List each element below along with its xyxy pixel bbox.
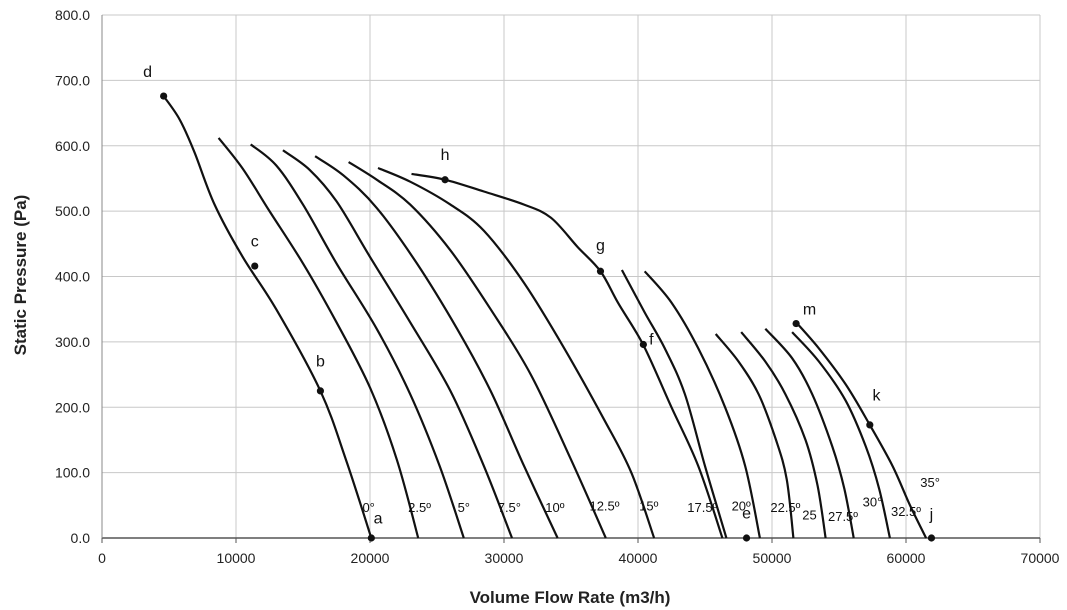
series-line (314, 155, 559, 539)
curve-label: 27.5º (828, 509, 858, 524)
marked-point (866, 421, 874, 429)
marked-point (316, 387, 325, 395)
x-axis-title: Volume Flow Rate (m3/h) (470, 588, 671, 607)
y-tick-label: 300.0 (55, 334, 90, 350)
x-tick-label: 60000 (887, 550, 926, 566)
marked-point (596, 267, 605, 275)
x-tick-label: 70000 (1021, 550, 1060, 566)
x-tick-label: 10000 (217, 550, 256, 566)
point-label: j (929, 507, 934, 524)
y-tick-label: 400.0 (55, 269, 90, 285)
x-tick-label: 30000 (485, 550, 524, 566)
point-label: h (441, 147, 450, 164)
curve-label: 10º (545, 500, 564, 515)
point-label: k (873, 388, 882, 405)
point-label: e (742, 505, 751, 522)
series-line (791, 331, 891, 539)
curve-label: 32.5º (891, 504, 921, 519)
series-line (714, 333, 795, 539)
series-line (282, 149, 514, 539)
x-tick-label: 0 (98, 550, 106, 566)
x-tick-label: 50000 (753, 550, 792, 566)
series-line (643, 270, 761, 539)
marked-point (792, 319, 800, 328)
series-line (411, 172, 724, 539)
series-line (217, 137, 420, 539)
point-label: g (596, 237, 605, 254)
y-tick-label: 0.0 (71, 530, 91, 546)
marked-point (927, 534, 936, 542)
grid (101, 14, 1041, 539)
curve-label: 25 (802, 508, 816, 523)
curve-label: 2.5º (408, 500, 431, 515)
marked-point (367, 534, 375, 542)
y-tick-label: 600.0 (55, 138, 90, 154)
marked-point (251, 262, 259, 270)
series-line (162, 95, 373, 539)
curve-label: 22.5º (770, 500, 800, 515)
point-label: f (649, 331, 654, 348)
curve-label: 7.5° (498, 500, 521, 515)
point-label: d (143, 64, 152, 81)
marked-points: a b c d e f g h j k m (143, 64, 936, 542)
y-tick-label: 100.0 (55, 465, 90, 481)
x-tick-label: 40000 (619, 550, 658, 566)
curve-label: 35° (920, 475, 940, 490)
y-tick-label: 500.0 (55, 203, 90, 219)
curve-label: 12.5º (589, 499, 619, 514)
series-line (348, 161, 607, 539)
marked-point (441, 176, 449, 184)
marked-point (160, 92, 168, 100)
curve-label: 20º (732, 499, 751, 514)
marked-point (639, 340, 647, 349)
curve-label: 30° (863, 495, 883, 510)
curve-label: 0° (362, 500, 374, 515)
y-tick-label: 200.0 (55, 399, 90, 415)
series-line (764, 328, 855, 539)
point-label: b (316, 354, 325, 371)
series-line (250, 143, 465, 539)
point-label: m (803, 301, 816, 318)
point-label: a (374, 511, 383, 528)
x-tick-label: 20000 (351, 550, 390, 566)
series-line (620, 269, 728, 539)
curve-label: 5° (458, 500, 470, 515)
point-label: c (251, 233, 259, 250)
y-axis-title: Static Pressure (Pa) (11, 195, 30, 356)
series-line (740, 331, 827, 539)
series-line (377, 166, 656, 539)
curve-label: 15º (639, 499, 658, 514)
series-curves (162, 95, 928, 539)
curve-label: 17.5º (687, 500, 717, 515)
y-tick-label: 700.0 (55, 72, 90, 88)
y-tick-label: 800.0 (55, 7, 90, 23)
axes: 0 10000 20000 30000 40000 50000 60000 70000 0.0 1… (55, 7, 1060, 566)
marked-point (742, 534, 751, 542)
